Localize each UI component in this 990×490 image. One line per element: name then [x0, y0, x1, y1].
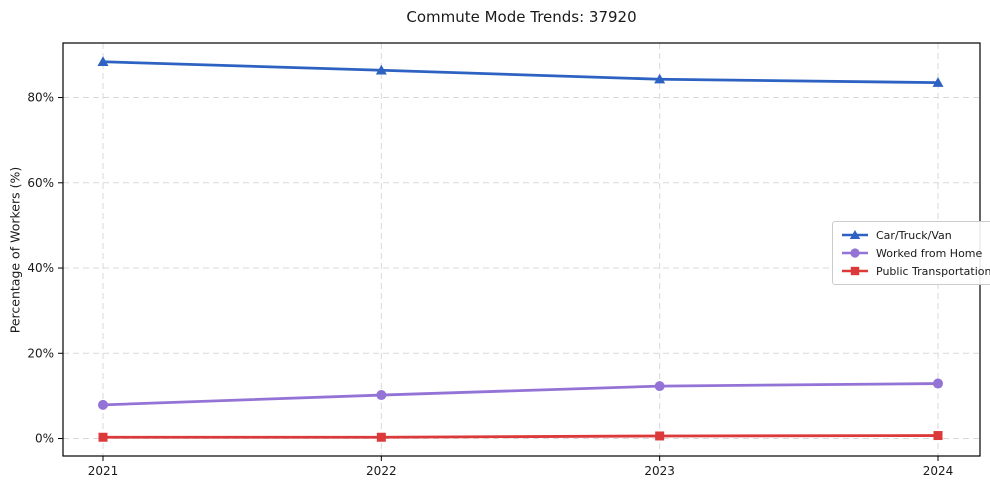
data-point-square [98, 432, 108, 442]
y-tick-label: 40% [27, 261, 54, 275]
data-point-circle [376, 390, 387, 401]
series-line [101, 60, 940, 85]
x-tick-label: 2022 [366, 464, 397, 478]
legend-item-worked-from-home: Worked from Home [840, 246, 990, 260]
y-tick-label: 20% [27, 346, 54, 360]
data-point-triangle [932, 77, 944, 87]
y-tick-label: 60% [27, 176, 54, 190]
data-point-triangle [97, 56, 109, 66]
series-line [101, 434, 940, 439]
data-point-circle [98, 399, 108, 410]
data-point-square [376, 432, 386, 442]
legend-label: Car/Truck/Van [876, 228, 952, 242]
x-tick-label: 2023 [644, 464, 675, 478]
y-tick-label: 0% [35, 432, 54, 446]
circle-marker-icon [842, 248, 868, 258]
series-line [101, 382, 940, 407]
x-tick-label: 2021 [88, 464, 119, 478]
data-point-triangle [375, 64, 387, 75]
square-marker-icon [842, 266, 868, 276]
data-point-triangle [654, 73, 666, 84]
data-point-square [655, 431, 665, 441]
data-point-circle [933, 378, 943, 389]
legend-label: Worked from Home [876, 246, 983, 260]
legend-label: Public Transportation [876, 264, 990, 278]
y-axis-label: Percentage of Workers (%) [7, 166, 23, 334]
data-point-circle [654, 381, 665, 392]
triangle-marker-icon [842, 230, 868, 239]
chart-title: Commute Mode Trends: 37920 [406, 8, 637, 26]
legend-item-public-transportation: Public Transportation [840, 264, 990, 278]
legend-item-car-truck-van: Car/Truck/Van [840, 228, 990, 242]
y-tick-label: 80% [27, 91, 54, 105]
x-tick-label: 2024 [923, 464, 954, 478]
data-point-square [933, 431, 943, 441]
legend: Car/Truck/Van Worked from Home Public Tr… [832, 221, 990, 285]
